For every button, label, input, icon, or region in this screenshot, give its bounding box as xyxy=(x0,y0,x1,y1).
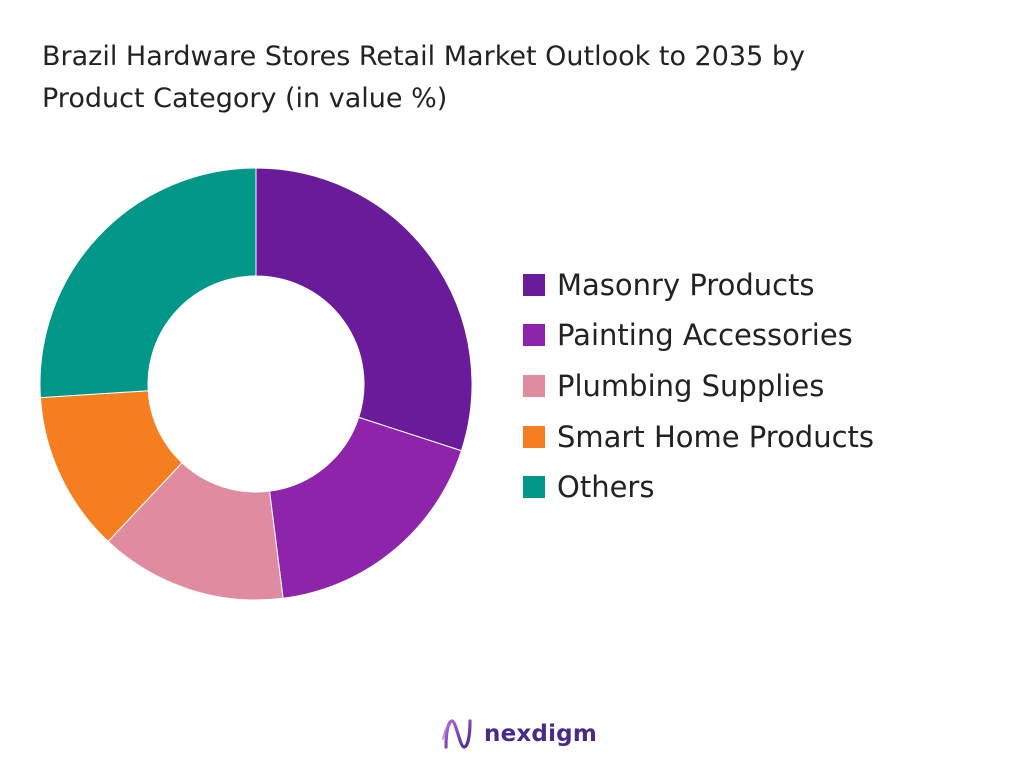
legend-label: Painting Accessories xyxy=(557,318,853,352)
brand-name: nexdigm xyxy=(484,721,597,747)
chart-title-line-2: Product Category (in value %) xyxy=(42,83,448,114)
legend-item-masonry-products: Masonry Products xyxy=(523,260,874,310)
chart-title-line-1: Brazil Hardware Stores Retail Market Out… xyxy=(42,41,805,72)
donut-chart xyxy=(39,167,473,601)
legend-swatch xyxy=(523,476,545,498)
legend-swatch xyxy=(523,426,545,448)
legend-label: Others xyxy=(557,470,655,504)
legend-swatch xyxy=(523,375,545,397)
legend-label: Smart Home Products xyxy=(557,420,875,454)
brand-logo: nexdigm xyxy=(440,714,597,754)
legend-item-others: Others xyxy=(523,462,874,512)
donut-slices xyxy=(39,167,473,601)
donut-slice-plumbing-supplies xyxy=(107,462,284,601)
legend-item-painting-accessories: Painting Accessories xyxy=(523,310,874,360)
legend-label: Masonry Products xyxy=(557,268,815,302)
donut-slice-masonry-products xyxy=(255,167,473,452)
chart-title: Brazil Hardware Stores Retail Market Out… xyxy=(42,36,962,120)
legend-swatch xyxy=(523,324,545,346)
donut-slice-painting-accessories xyxy=(268,416,463,599)
legend-item-smart-home-products: Smart Home Products xyxy=(523,412,874,462)
legend-label: Plumbing Supplies xyxy=(557,369,825,403)
nexdigm-logo-icon xyxy=(442,719,472,749)
legend-item-plumbing-supplies: Plumbing Supplies xyxy=(523,360,874,412)
legend-swatch xyxy=(523,274,545,296)
donut-slice-others xyxy=(39,167,257,399)
chart-legend: Masonry Products Painting Accessories Plum… xyxy=(523,260,874,512)
